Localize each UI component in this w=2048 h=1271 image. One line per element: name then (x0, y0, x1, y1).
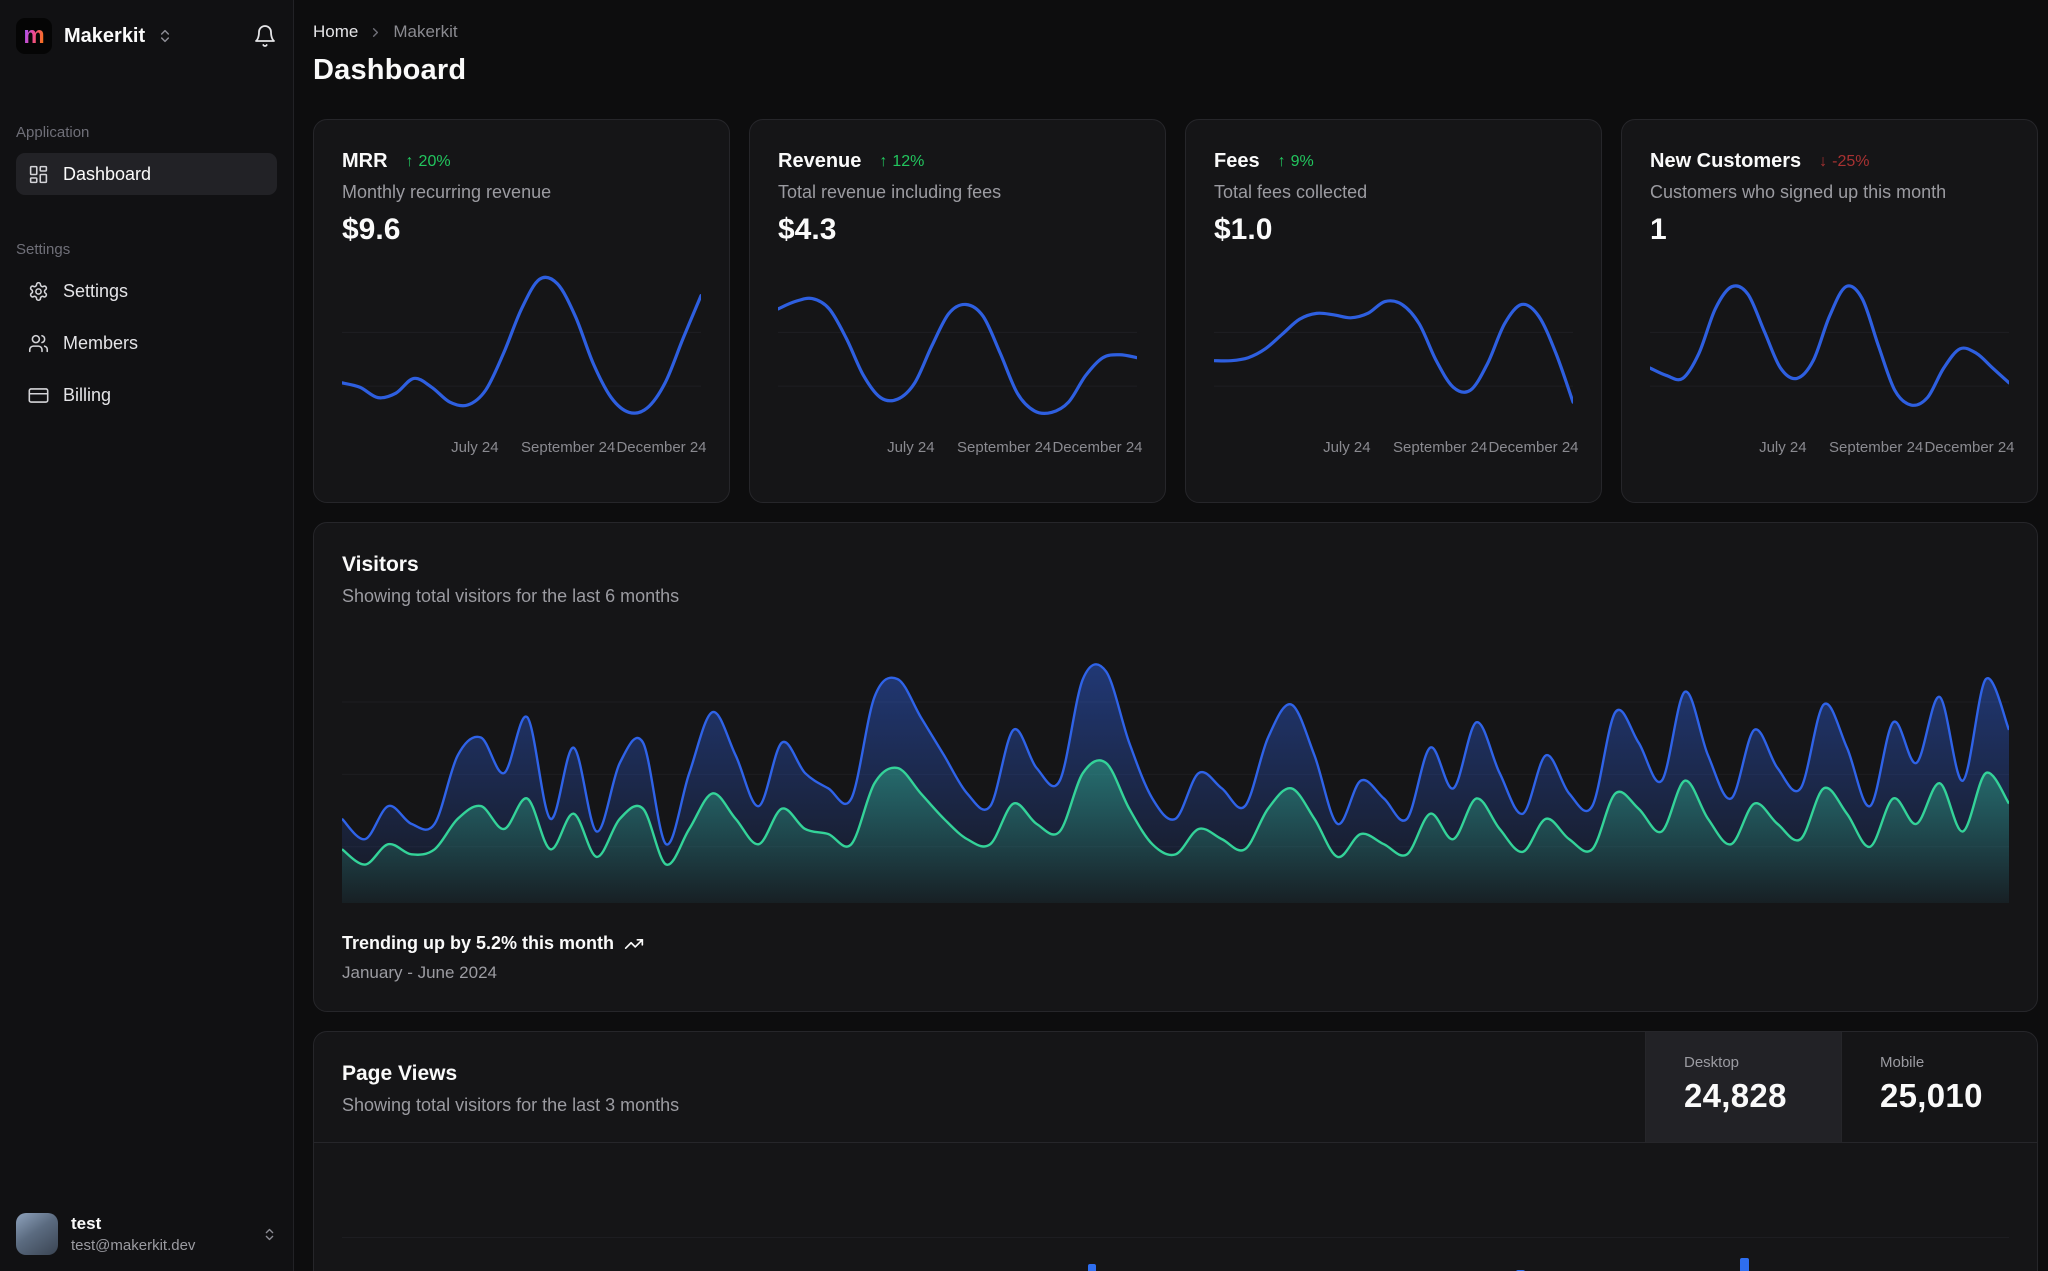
tab-label: Mobile (1880, 1054, 1925, 1071)
logo-letter: m (23, 22, 45, 49)
breadcrumb: Home Makerkit (313, 22, 2038, 42)
arrow-up-icon: ↑ (879, 152, 888, 170)
page-views-title: Page Views (342, 1062, 458, 1085)
user-name: test (71, 1214, 102, 1233)
stat-card-revenue: Revenue ↑ 12% Total revenue including fee… (749, 119, 1166, 503)
bar (1087, 1264, 1097, 1271)
tab-value: 25,010 (1880, 1077, 1983, 1114)
page-views-card: Page Views Showing total visitors for th… (313, 1031, 2038, 1271)
x-axis-tick: September 24 (521, 439, 616, 456)
stat-value: $1.0 (1214, 213, 1273, 246)
sidebar-item-members[interactable]: Members (16, 322, 277, 364)
sparkline-chart: July 24 September 24 December 24 (1650, 263, 2015, 463)
stat-delta-badge: ↑ 12% (879, 152, 925, 170)
x-axis-tick: September 24 (1393, 439, 1488, 456)
x-axis-tick: December 24 (1924, 439, 2015, 456)
arrow-up-icon: ↑ (1277, 152, 1286, 170)
x-axis-tick: December 24 (1052, 439, 1143, 456)
dashboard-grid-icon (28, 164, 49, 185)
stat-title: New Customers (1650, 150, 1802, 172)
tab-desktop[interactable]: Desktop 24,828 (1645, 1032, 1841, 1142)
avatar (16, 1213, 58, 1255)
stat-description: Total fees collected (1214, 182, 1368, 202)
visitors-subtitle: Showing total visitors for the last 6 mo… (342, 586, 680, 606)
stat-description: Customers who signed up this month (1650, 182, 1947, 202)
nav-section-application: Application (16, 124, 90, 141)
stat-title: MRR (342, 150, 388, 172)
x-axis-tick: July 24 (1323, 439, 1371, 456)
stat-value: $9.6 (342, 213, 401, 246)
chevron-up-down-icon (262, 1227, 277, 1242)
page-views-subtitle: Showing total visitors for the last 3 mo… (342, 1095, 680, 1115)
stat-delta-badge: ↑ 20% (405, 152, 451, 170)
nav-section-settings: Settings (16, 241, 71, 258)
stat-delta-badge: ↓ -25% (1819, 152, 1870, 170)
x-axis-tick: September 24 (957, 439, 1052, 456)
stat-card-new-customers: New Customers ↓ -25% Customers who signed… (1621, 119, 2038, 503)
stat-title: Revenue (778, 150, 862, 172)
x-axis-tick: July 24 (451, 439, 499, 456)
user-email: test@makerkit.dev (71, 1237, 196, 1254)
x-axis-tick: September 24 (1829, 439, 1924, 456)
visitors-title: Visitors (342, 553, 419, 576)
x-axis-tick: December 24 (616, 439, 707, 456)
stat-title: Fees (1214, 150, 1260, 172)
arrow-down-icon: ↓ (1819, 152, 1828, 170)
trending-up-icon (624, 934, 644, 954)
sparkline-chart: July 24 September 24 December 24 (342, 263, 707, 463)
stat-value: $4.3 (778, 213, 837, 246)
x-axis-tick: July 24 (887, 439, 935, 456)
sparkline-chart: July 24 September 24 December 24 (1214, 263, 1579, 463)
sidebar-item-label: Members (63, 332, 139, 353)
stat-description: Total revenue including fees (778, 182, 1002, 202)
stat-description: Monthly recurring revenue (342, 182, 552, 202)
stat-cards-row: MRR ↑ 20% Monthly recurring revenue $9.6 … (313, 119, 2038, 503)
tab-mobile[interactable]: Mobile 25,010 (1841, 1032, 2037, 1142)
stat-delta-badge: ↑ 9% (1277, 152, 1314, 170)
sidebar-item-label: Settings (63, 280, 129, 301)
tab-label: Desktop (1684, 1054, 1740, 1071)
sidebar-item-billing[interactable]: Billing (16, 374, 277, 416)
user-menu[interactable]: test test@makerkit.dev (16, 1213, 277, 1255)
visitors-area-chart (342, 635, 2009, 903)
chevron-up-down-icon (157, 28, 173, 44)
sparkline-chart: July 24 September 24 December 24 (778, 263, 1143, 463)
x-axis-tick: December 24 (1488, 439, 1579, 456)
sidebar-item-dashboard[interactable]: Dashboard (16, 153, 277, 195)
makerkit-logo: m (16, 18, 52, 54)
main-content: Home Makerkit Dashboard MRR ↑ 20% Monthly… (294, 0, 2048, 1271)
workspace-switcher[interactable]: m Makerkit (16, 18, 277, 54)
gridline (342, 1237, 2009, 1238)
tab-value: 24,828 (1684, 1077, 1787, 1114)
chevron-right-icon (368, 25, 383, 40)
credit-card-icon (28, 385, 49, 406)
stat-card-fees: Fees ↑ 9% Total fees collected $1.0 July … (1185, 119, 1602, 503)
workspace-name: Makerkit (64, 24, 146, 47)
visitors-period: January - June 2024 (342, 963, 497, 982)
stat-value: 1 (1650, 213, 1667, 246)
users-icon (28, 333, 49, 354)
page-views-bar-chart (342, 1163, 2009, 1271)
visitors-trend-text: Trending up by 5.2% this month (342, 933, 615, 953)
stat-card-mrr: MRR ↑ 20% Monthly recurring revenue $9.6 … (313, 119, 730, 503)
x-axis-tick: July 24 (1759, 439, 1807, 456)
bar (1740, 1257, 1749, 1271)
notifications-bell-icon[interactable] (253, 24, 277, 48)
visitors-card: Visitors Showing total visitors for the … (313, 522, 2038, 1012)
gear-icon (28, 281, 49, 302)
sidebar-item-label: Dashboard (63, 163, 152, 184)
sidebar-item-label: Billing (63, 384, 112, 405)
arrow-up-icon: ↑ (405, 152, 414, 170)
sidebar-item-settings[interactable]: Settings (16, 270, 277, 312)
page-views-series-tabs: Desktop 24,828 Mobile 25,010 (1645, 1032, 2037, 1142)
breadcrumb-home-link[interactable]: Home (313, 22, 359, 41)
breadcrumb-current: Makerkit (393, 22, 458, 41)
page-title: Dashboard (313, 54, 467, 86)
sidebar: m Makerkit Application Dashboard Setting… (0, 0, 294, 1271)
